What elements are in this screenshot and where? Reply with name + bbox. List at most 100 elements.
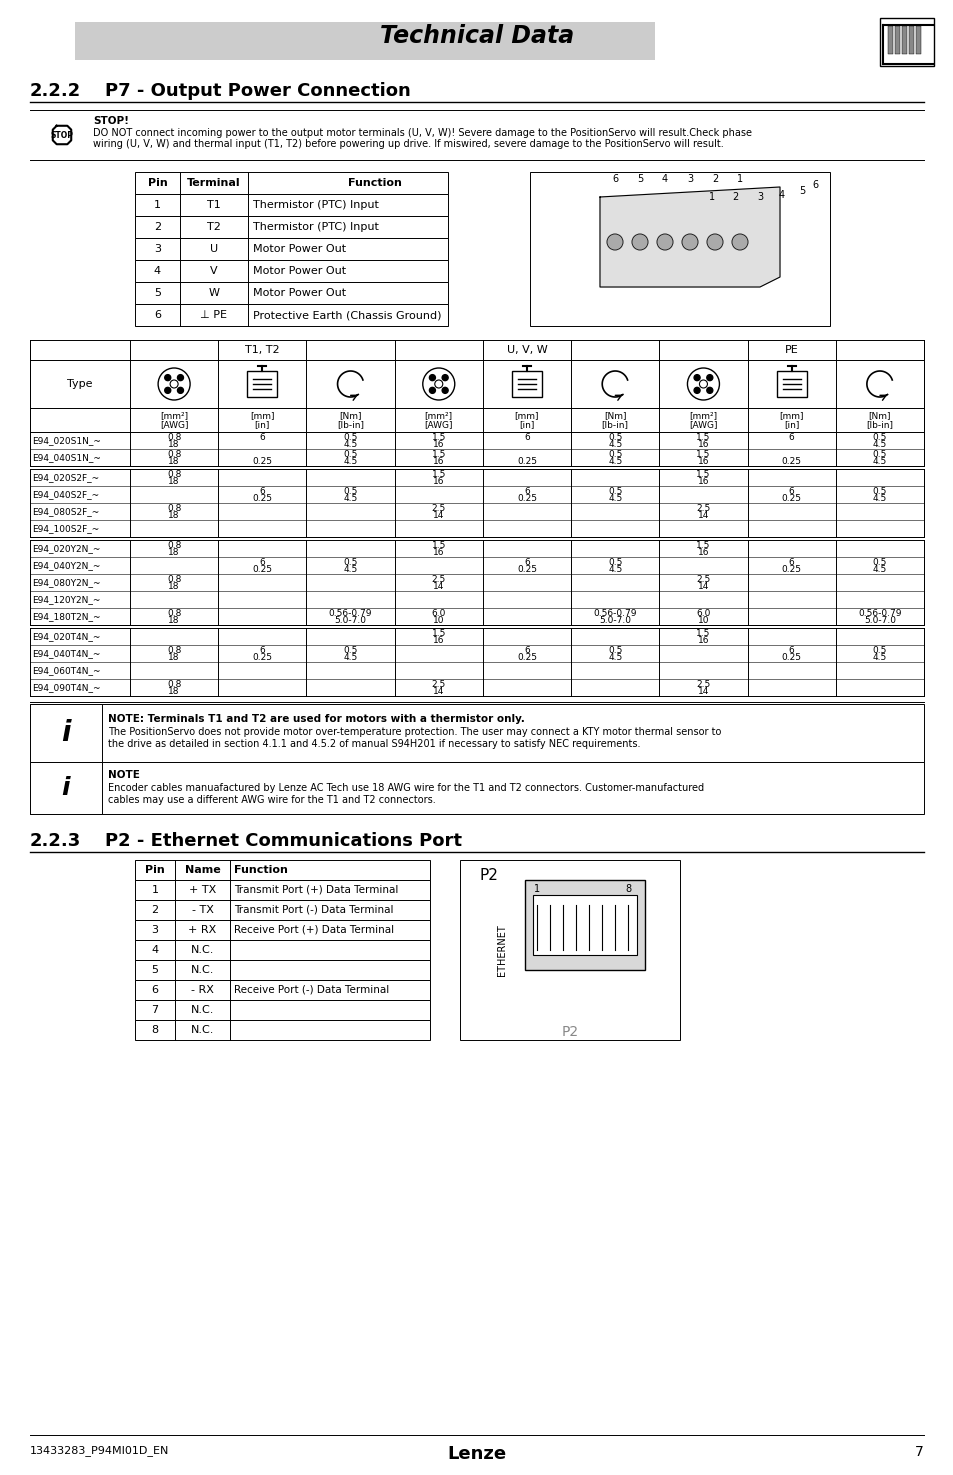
Circle shape (694, 388, 700, 394)
Text: 4: 4 (152, 945, 158, 954)
Text: 1.5: 1.5 (696, 471, 710, 479)
Text: 2: 2 (153, 223, 161, 232)
Text: 0.25: 0.25 (517, 565, 537, 574)
Text: [mm²]: [mm²] (689, 412, 717, 420)
Bar (75, 22, 655, 60)
Bar (135, 960, 430, 979)
Text: 0.5: 0.5 (872, 450, 886, 459)
Text: 1.5: 1.5 (431, 471, 445, 479)
Polygon shape (52, 125, 71, 145)
Text: E94_120Y2N_~: E94_120Y2N_~ (32, 594, 100, 603)
Circle shape (429, 388, 435, 394)
Text: 6: 6 (811, 180, 818, 190)
Text: 3: 3 (153, 243, 161, 254)
Text: 6: 6 (788, 646, 794, 655)
Text: [AWG]: [AWG] (160, 420, 188, 429)
Text: 16: 16 (433, 636, 444, 645)
Bar (135, 260, 448, 282)
Bar (533, 895, 637, 954)
Text: 16: 16 (433, 476, 444, 485)
Text: [lb-in]: [lb-in] (865, 420, 892, 429)
Text: Thermistor (PTC) Input: Thermistor (PTC) Input (253, 201, 378, 209)
Text: [lb-in]: [lb-in] (336, 420, 364, 429)
Text: Pin: Pin (145, 864, 165, 875)
Text: + TX: + TX (189, 885, 216, 895)
Text: N.C.: N.C. (191, 1004, 214, 1015)
Bar (135, 173, 448, 195)
Text: 0.5: 0.5 (343, 646, 357, 655)
Text: [Nm]: [Nm] (339, 412, 361, 420)
Bar (135, 920, 430, 940)
Text: 18: 18 (168, 457, 180, 466)
Text: NOTE: NOTE (108, 770, 140, 780)
Text: 2.2.2: 2.2.2 (30, 83, 81, 100)
Bar (459, 860, 679, 1040)
Text: 6: 6 (152, 985, 158, 996)
Bar (901, 27, 906, 55)
Text: 2: 2 (711, 174, 718, 184)
Text: Function: Function (348, 178, 401, 187)
Bar (30, 432, 923, 466)
Bar (135, 215, 448, 237)
Circle shape (441, 375, 448, 381)
Text: Receive Port (+) Data Terminal: Receive Port (+) Data Terminal (233, 925, 394, 935)
Bar (915, 27, 920, 55)
Bar (530, 173, 829, 326)
Text: Transmit Port (-) Data Terminal: Transmit Port (-) Data Terminal (233, 906, 393, 914)
Text: E94_020Y2N_~: E94_020Y2N_~ (32, 544, 100, 553)
Text: 0.25: 0.25 (517, 457, 537, 466)
Text: 7: 7 (914, 1446, 923, 1459)
Text: E94_060T4N_~: E94_060T4N_~ (32, 667, 100, 676)
Text: 18: 18 (168, 440, 180, 448)
Text: 0.56-0.79: 0.56-0.79 (329, 609, 372, 618)
Circle shape (177, 375, 183, 381)
Text: 4.5: 4.5 (343, 457, 357, 466)
Text: 16: 16 (433, 440, 444, 448)
Text: 4.5: 4.5 (607, 653, 621, 662)
Text: 1.5: 1.5 (696, 628, 710, 639)
Circle shape (429, 375, 435, 381)
Bar (524, 881, 644, 971)
Text: PE: PE (784, 345, 798, 355)
Text: E94_040T4N_~: E94_040T4N_~ (32, 649, 100, 658)
Text: 3: 3 (756, 192, 762, 202)
Text: 2.5: 2.5 (431, 575, 445, 584)
Text: P2: P2 (479, 867, 498, 884)
Circle shape (170, 381, 178, 388)
Text: 0.25: 0.25 (781, 494, 801, 503)
Text: [in]: [in] (518, 420, 534, 429)
Text: N.C.: N.C. (191, 1025, 214, 1035)
Text: E94_040S2F_~: E94_040S2F_~ (32, 490, 99, 499)
Text: U, V, W: U, V, W (506, 345, 547, 355)
Text: 7: 7 (152, 1004, 158, 1015)
Bar (30, 360, 923, 409)
Text: 6: 6 (788, 558, 794, 566)
Text: 0.8: 0.8 (167, 434, 181, 442)
Text: 16: 16 (433, 549, 444, 558)
Text: 0.25: 0.25 (253, 653, 272, 662)
Text: 1: 1 (534, 884, 539, 894)
Text: 1.5: 1.5 (431, 434, 445, 442)
Text: 0.56-0.79: 0.56-0.79 (593, 609, 637, 618)
Text: Transmit Port (+) Data Terminal: Transmit Port (+) Data Terminal (233, 885, 398, 895)
Text: Motor Power Out: Motor Power Out (253, 266, 346, 276)
Text: E94_020T4N_~: E94_020T4N_~ (32, 631, 100, 642)
Circle shape (441, 388, 448, 394)
Text: 4.5: 4.5 (343, 440, 357, 448)
Text: 0.5: 0.5 (343, 558, 357, 566)
Text: [in]: [in] (254, 420, 270, 429)
Text: 0.5: 0.5 (343, 434, 357, 442)
Text: 2: 2 (731, 192, 738, 202)
Text: 6: 6 (259, 646, 265, 655)
Text: 0.5: 0.5 (872, 558, 886, 566)
Text: 6: 6 (523, 487, 529, 496)
Text: Protective Earth (Chassis Ground): Protective Earth (Chassis Ground) (253, 310, 441, 320)
Text: 5.0-7.0: 5.0-7.0 (598, 617, 631, 625)
Text: 1.5: 1.5 (431, 450, 445, 459)
Text: 4: 4 (153, 266, 161, 276)
Text: 0.25: 0.25 (781, 653, 801, 662)
Text: 14: 14 (697, 510, 708, 521)
Text: 0.5: 0.5 (607, 434, 621, 442)
Text: Lenze: Lenze (447, 1446, 506, 1463)
Text: 8: 8 (152, 1025, 158, 1035)
